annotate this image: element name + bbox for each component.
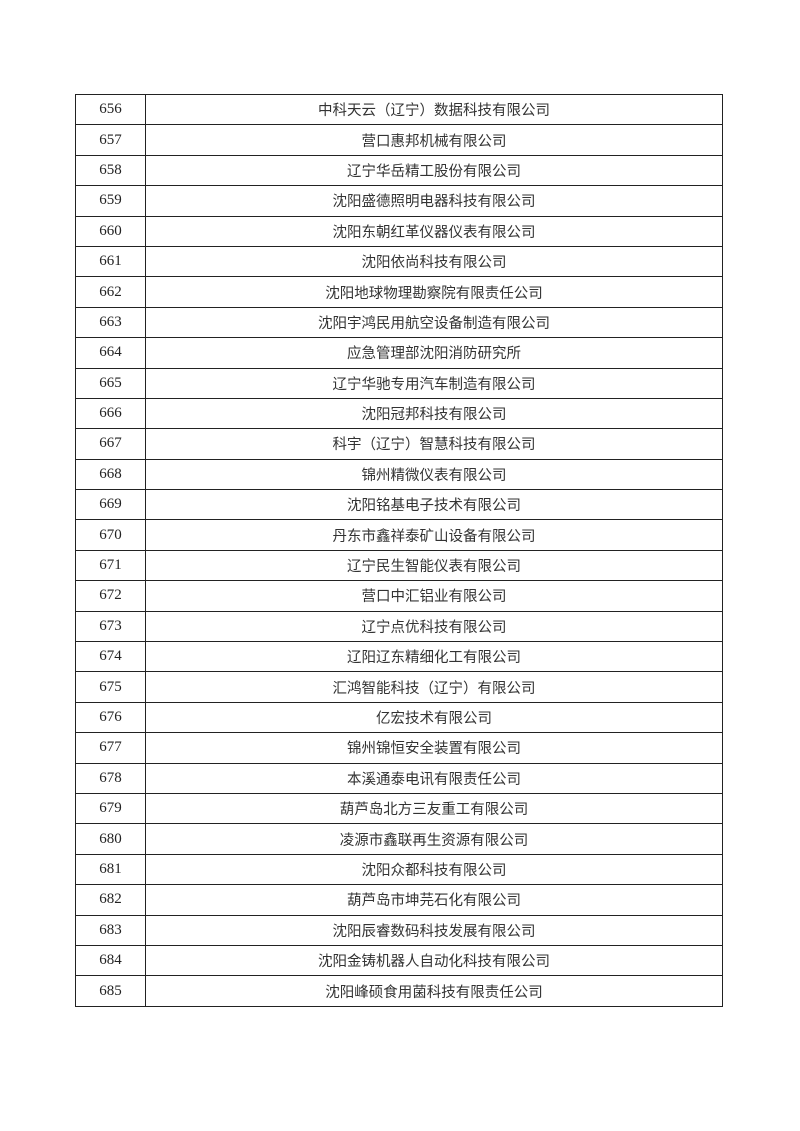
row-number: 670 bbox=[75, 519, 146, 551]
table-row: 662 沈阳地球物理勘察院有限责任公司 bbox=[75, 276, 723, 308]
table-row: 657 营口惠邦机械有限公司 bbox=[75, 124, 723, 156]
row-number: 661 bbox=[75, 245, 146, 278]
row-number: 666 bbox=[75, 397, 146, 430]
row-number: 657 bbox=[75, 124, 146, 156]
row-number: 679 bbox=[75, 792, 146, 825]
table-row: 671 辽宁民生智能仪表有限公司 bbox=[75, 549, 723, 582]
company-name: 沈阳金铸机器人自动化科技有限公司 bbox=[145, 944, 723, 977]
row-number: 660 bbox=[75, 215, 146, 247]
row-number: 678 bbox=[75, 762, 146, 794]
table-row: 672 营口中汇铝业有限公司 bbox=[75, 580, 723, 612]
company-name: 辽宁华岳精工股份有限公司 bbox=[145, 154, 723, 187]
row-number: 669 bbox=[75, 489, 146, 521]
company-name: 营口惠邦机械有限公司 bbox=[145, 124, 723, 156]
company-name: 中科天云（辽宁）数据科技有限公司 bbox=[145, 93, 723, 126]
company-name: 辽阳辽东精细化工有限公司 bbox=[145, 641, 723, 673]
row-number: 671 bbox=[75, 549, 146, 582]
company-name: 沈阳东朝红革仪器仪表有限公司 bbox=[145, 215, 723, 247]
company-name: 沈阳众都科技有限公司 bbox=[145, 853, 723, 886]
row-number: 663 bbox=[75, 306, 146, 339]
company-name: 沈阳辰睿数码科技发展有限公司 bbox=[145, 914, 723, 946]
table-row: 685 沈阳峰硕食用菌科技有限责任公司 bbox=[75, 975, 723, 1007]
company-name: 葫芦岛市坤芫石化有限公司 bbox=[145, 884, 723, 916]
company-name: 葫芦岛北方三友重工有限公司 bbox=[145, 792, 723, 825]
table-row: 668 锦州精微仪表有限公司 bbox=[75, 458, 723, 491]
company-name: 沈阳铭基电子技术有限公司 bbox=[145, 489, 723, 521]
table-row: 679 葫芦岛北方三友重工有限公司 bbox=[75, 792, 723, 825]
row-number: 675 bbox=[75, 671, 146, 703]
table-row: 659 沈阳盛德照明电器科技有限公司 bbox=[75, 185, 723, 217]
table-row: 669 沈阳铭基电子技术有限公司 bbox=[75, 489, 723, 521]
table-row: 682 葫芦岛市坤芫石化有限公司 bbox=[75, 884, 723, 916]
table-row: 666 沈阳冠邦科技有限公司 bbox=[75, 397, 723, 430]
row-number: 677 bbox=[75, 732, 146, 764]
table-row: 676 亿宏技术有限公司 bbox=[75, 701, 723, 734]
table-row: 683 沈阳辰睿数码科技发展有限公司 bbox=[75, 914, 723, 946]
company-name: 汇鸿智能科技（辽宁）有限公司 bbox=[145, 671, 723, 703]
row-number: 662 bbox=[75, 276, 146, 308]
table-row: 661 沈阳依尚科技有限公司 bbox=[75, 245, 723, 278]
row-number: 673 bbox=[75, 610, 146, 643]
row-number: 656 bbox=[75, 93, 146, 126]
table-row: 677 锦州锦恒安全装置有限公司 bbox=[75, 732, 723, 764]
company-name: 科宇（辽宁）智慧科技有限公司 bbox=[145, 428, 723, 460]
company-name: 亿宏技术有限公司 bbox=[145, 701, 723, 734]
row-number: 674 bbox=[75, 641, 146, 673]
company-name: 丹东市鑫祥泰矿山设备有限公司 bbox=[145, 519, 723, 551]
row-number: 676 bbox=[75, 701, 146, 734]
row-number: 658 bbox=[75, 154, 146, 187]
row-number: 682 bbox=[75, 884, 146, 916]
table-row: 656 中科天云（辽宁）数据科技有限公司 bbox=[75, 93, 723, 126]
table-row: 660 沈阳东朝红革仪器仪表有限公司 bbox=[75, 215, 723, 247]
company-name: 锦州精微仪表有限公司 bbox=[145, 458, 723, 491]
row-number: 659 bbox=[75, 185, 146, 217]
row-number: 680 bbox=[75, 823, 146, 855]
row-number: 672 bbox=[75, 580, 146, 612]
company-name: 沈阳峰硕食用菌科技有限责任公司 bbox=[145, 975, 723, 1007]
table-row: 667 科宇（辽宁）智慧科技有限公司 bbox=[75, 428, 723, 460]
table-row: 670 丹东市鑫祥泰矿山设备有限公司 bbox=[75, 519, 723, 551]
company-name: 辽宁华驰专用汽车制造有限公司 bbox=[145, 367, 723, 399]
table-row: 673 辽宁点优科技有限公司 bbox=[75, 610, 723, 643]
row-number: 681 bbox=[75, 853, 146, 886]
row-number: 667 bbox=[75, 428, 146, 460]
row-number: 668 bbox=[75, 458, 146, 491]
table-row: 675 汇鸿智能科技（辽宁）有限公司 bbox=[75, 671, 723, 703]
row-number: 684 bbox=[75, 944, 146, 977]
company-name: 凌源市鑫联再生资源有限公司 bbox=[145, 823, 723, 855]
company-name: 沈阳宇鸿民用航空设备制造有限公司 bbox=[145, 306, 723, 339]
table-row: 678 本溪通泰电讯有限责任公司 bbox=[75, 762, 723, 794]
table-row: 664 应急管理部沈阳消防研究所 bbox=[75, 337, 723, 369]
company-name: 辽宁点优科技有限公司 bbox=[145, 610, 723, 643]
table-row: 663 沈阳宇鸿民用航空设备制造有限公司 bbox=[75, 306, 723, 339]
table-row: 674 辽阳辽东精细化工有限公司 bbox=[75, 641, 723, 673]
company-name: 沈阳冠邦科技有限公司 bbox=[145, 397, 723, 430]
company-name: 锦州锦恒安全装置有限公司 bbox=[145, 732, 723, 764]
company-list-table: 656 中科天云（辽宁）数据科技有限公司 657 营口惠邦机械有限公司 658 辽宁华岳精… bbox=[75, 93, 723, 1007]
company-name: 辽宁民生智能仪表有限公司 bbox=[145, 549, 723, 582]
row-number: 685 bbox=[75, 975, 146, 1007]
table-row: 665 辽宁华驰专用汽车制造有限公司 bbox=[75, 367, 723, 399]
row-number: 683 bbox=[75, 914, 146, 946]
company-name: 沈阳盛德照明电器科技有限公司 bbox=[145, 185, 723, 217]
table-row: 658 辽宁华岳精工股份有限公司 bbox=[75, 154, 723, 187]
company-name: 沈阳依尚科技有限公司 bbox=[145, 245, 723, 278]
company-name: 本溪通泰电讯有限责任公司 bbox=[145, 762, 723, 794]
company-name: 营口中汇铝业有限公司 bbox=[145, 580, 723, 612]
table-row: 680 凌源市鑫联再生资源有限公司 bbox=[75, 823, 723, 855]
table-row: 681 沈阳众都科技有限公司 bbox=[75, 853, 723, 886]
company-name: 沈阳地球物理勘察院有限责任公司 bbox=[145, 276, 723, 308]
row-number: 664 bbox=[75, 337, 146, 369]
company-name: 应急管理部沈阳消防研究所 bbox=[145, 337, 723, 369]
row-number: 665 bbox=[75, 367, 146, 399]
table-row: 684 沈阳金铸机器人自动化科技有限公司 bbox=[75, 944, 723, 977]
